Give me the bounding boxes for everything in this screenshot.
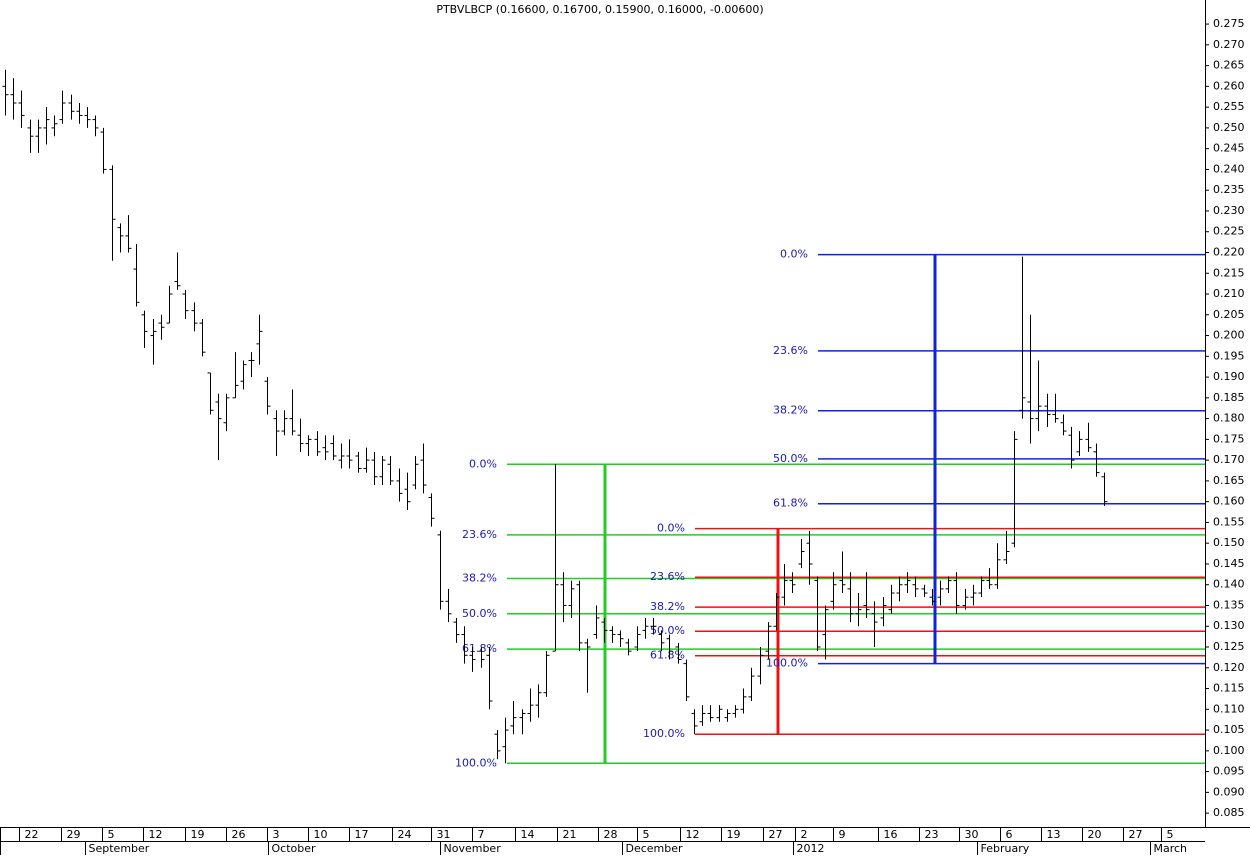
x-tick-label: 6 bbox=[1006, 828, 1013, 841]
y-tick-label: 0.260 bbox=[1213, 79, 1245, 92]
y-tick-label: 0.215 bbox=[1213, 266, 1245, 279]
x-tick-label: 22 bbox=[25, 828, 39, 841]
fib-level-label: 100.0% bbox=[643, 727, 685, 740]
y-tick-label: 0.090 bbox=[1213, 785, 1245, 798]
y-tick-label: 0.240 bbox=[1213, 162, 1245, 175]
y-tick-label: 0.135 bbox=[1213, 598, 1245, 611]
y-tick-label: 0.205 bbox=[1213, 308, 1245, 321]
y-tick-label: 0.150 bbox=[1213, 536, 1245, 549]
x-tick-label: 30 bbox=[965, 828, 979, 841]
x-tick-label: 23 bbox=[925, 828, 939, 841]
y-tick-label: 0.120 bbox=[1213, 661, 1245, 674]
y-tick-label: 0.100 bbox=[1213, 744, 1245, 757]
y-tick-label: 0.165 bbox=[1213, 474, 1245, 487]
month-label: September bbox=[89, 842, 150, 855]
y-tick-label: 0.125 bbox=[1213, 640, 1245, 653]
fib-level-label: 61.8% bbox=[462, 642, 497, 655]
x-tick-label: 26 bbox=[232, 828, 246, 841]
x-tick-label: 5 bbox=[108, 828, 115, 841]
y-tick-label: 0.230 bbox=[1213, 204, 1245, 217]
x-tick-label: 29 bbox=[67, 828, 81, 841]
x-tick-label: 27 bbox=[1129, 828, 1143, 841]
x-tick-label: 24 bbox=[398, 828, 412, 841]
chart-title: PTBVLBCP (0.16600, 0.16700, 0.15900, 0.1… bbox=[436, 3, 763, 16]
fib-level-label: 50.0% bbox=[462, 607, 497, 620]
x-tick-label: 2 bbox=[801, 828, 808, 841]
y-tick-label: 0.095 bbox=[1213, 765, 1245, 778]
y-tick-label: 0.245 bbox=[1213, 142, 1245, 155]
y-tick-label: 0.140 bbox=[1213, 578, 1245, 591]
fib-level-label: 0.0% bbox=[780, 248, 808, 261]
y-tick-label: 0.210 bbox=[1213, 287, 1245, 300]
y-tick-label: 0.085 bbox=[1213, 806, 1245, 819]
x-tick-label: 14 bbox=[521, 828, 535, 841]
x-tick-label: 17 bbox=[355, 828, 369, 841]
fib-level-label: 100.0% bbox=[455, 756, 497, 769]
x-tick-label: 5 bbox=[1167, 828, 1174, 841]
x-tick-label: 21 bbox=[563, 828, 577, 841]
x-tick-label: 28 bbox=[604, 828, 618, 841]
y-tick-label: 0.105 bbox=[1213, 723, 1245, 736]
y-tick-label: 0.225 bbox=[1213, 225, 1245, 238]
fib-level-label: 23.6% bbox=[650, 570, 685, 583]
x-tick-label: 13 bbox=[1047, 828, 1061, 841]
fib-level-label: 23.6% bbox=[462, 528, 497, 541]
y-tick-label: 0.175 bbox=[1213, 432, 1245, 445]
y-tick-label: 0.265 bbox=[1213, 59, 1245, 72]
y-tick-label: 0.220 bbox=[1213, 245, 1245, 258]
fib-level-label: 38.2% bbox=[462, 571, 497, 584]
y-tick-label: 0.190 bbox=[1213, 370, 1245, 383]
fib-level-label: 0.0% bbox=[469, 457, 497, 470]
y-tick-label: 0.255 bbox=[1213, 100, 1245, 113]
y-tick-label: 0.185 bbox=[1213, 391, 1245, 404]
x-tick-label: 20 bbox=[1088, 828, 1102, 841]
fib-level-label: 38.2% bbox=[773, 404, 808, 417]
fib-level-label: 38.2% bbox=[650, 600, 685, 613]
x-tick-label: 19 bbox=[191, 828, 205, 841]
y-tick-label: 0.275 bbox=[1213, 17, 1245, 30]
y-tick-label: 0.145 bbox=[1213, 557, 1245, 570]
fib-level-label: 50.0% bbox=[650, 624, 685, 637]
x-tick-label: 12 bbox=[686, 828, 700, 841]
month-label: December bbox=[626, 842, 684, 855]
y-tick-label: 0.200 bbox=[1213, 329, 1245, 342]
fib-level-label: 61.8% bbox=[650, 649, 685, 662]
y-tick-label: 0.110 bbox=[1213, 702, 1245, 715]
y-tick-label: 0.250 bbox=[1213, 121, 1245, 134]
month-label: October bbox=[272, 842, 316, 855]
x-tick-label: 10 bbox=[314, 828, 328, 841]
y-tick-label: 0.180 bbox=[1213, 412, 1245, 425]
y-tick-label: 0.130 bbox=[1213, 619, 1245, 632]
month-label: March bbox=[1154, 842, 1188, 855]
y-tick-label: 0.195 bbox=[1213, 349, 1245, 362]
y-tick-label: 0.115 bbox=[1213, 682, 1245, 695]
fib-level-label: 61.8% bbox=[773, 497, 808, 510]
fib-level-label: 0.0% bbox=[657, 522, 685, 535]
x-tick-label: 19 bbox=[727, 828, 741, 841]
month-label: November bbox=[444, 842, 502, 855]
y-tick-label: 0.170 bbox=[1213, 453, 1245, 466]
y-tick-label: 0.155 bbox=[1213, 515, 1245, 528]
fib-level-label: 100.0% bbox=[766, 657, 808, 670]
y-tick-label: 0.235 bbox=[1213, 183, 1245, 196]
x-tick-label: 27 bbox=[769, 828, 783, 841]
x-tick-label: 3 bbox=[273, 828, 280, 841]
x-tick-label: 9 bbox=[839, 828, 846, 841]
month-label: February bbox=[981, 842, 1030, 855]
y-tick-label: 0.160 bbox=[1213, 495, 1245, 508]
fib-level-label: 50.0% bbox=[773, 452, 808, 465]
month-label: 2012 bbox=[797, 842, 825, 855]
fib-level-label: 23.6% bbox=[773, 344, 808, 357]
x-tick-label: 12 bbox=[149, 828, 163, 841]
x-tick-label: 5 bbox=[643, 828, 650, 841]
x-tick-label: 31 bbox=[437, 828, 451, 841]
y-tick-label: 0.270 bbox=[1213, 38, 1245, 51]
x-tick-label: 7 bbox=[478, 828, 485, 841]
x-tick-label: 16 bbox=[884, 828, 898, 841]
